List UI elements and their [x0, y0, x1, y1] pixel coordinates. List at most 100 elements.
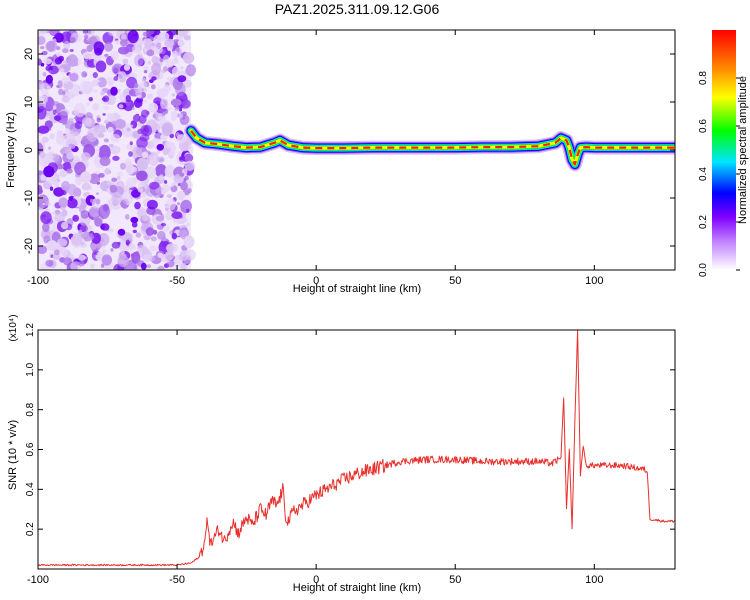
noise-speckle [58, 88, 64, 96]
noise-speckle [166, 198, 176, 211]
noise-speckle [139, 81, 148, 89]
noise-speckle [86, 128, 98, 142]
noise-speckle [123, 64, 131, 71]
noise-speckle [135, 97, 144, 103]
colorbar-tick-label: 0.4 [698, 167, 709, 181]
snr-series [38, 330, 675, 567]
noise-speckle [94, 48, 103, 56]
noise-speckle [77, 261, 85, 267]
noise-speckle [72, 214, 80, 222]
noise-speckle [139, 106, 144, 112]
noise-speckle [64, 148, 73, 156]
noise-speckle [161, 122, 173, 136]
noise-speckle [60, 31, 73, 44]
noise-speckle [146, 30, 155, 35]
noise-speckle [170, 110, 178, 120]
noise-speckle [122, 58, 129, 65]
y-tick-label: -10 [23, 190, 35, 206]
noise-speckle [74, 61, 79, 67]
noise-speckle [45, 74, 54, 84]
noise-speckle [161, 189, 166, 195]
noise-speckle [157, 265, 165, 270]
noise-speckle [182, 52, 195, 64]
noise-speckle [137, 244, 147, 252]
noise-speckle [109, 145, 121, 155]
snr-panel: -100 -50 0 50 100 0.2 0.4 0.6 0.8 1.0 1.2 Height … [7, 314, 676, 594]
noise-speckle [38, 58, 42, 66]
noise-speckle [141, 151, 149, 158]
noise-speckle [155, 164, 167, 178]
noise-speckle [134, 201, 141, 210]
snr-scale-label: (x10⁴) [8, 314, 19, 341]
noise-speckle [125, 177, 136, 189]
noise-speckle [102, 95, 110, 103]
noise-speckle [166, 194, 172, 199]
noise-speckle [89, 263, 95, 269]
noise-speckle [90, 198, 93, 203]
noise-speckle [40, 82, 50, 95]
noise-speckle [120, 200, 127, 208]
noise-speckle [56, 163, 64, 170]
noise-speckle [118, 104, 124, 109]
noise-speckle [159, 158, 164, 162]
noise-speckle [47, 177, 58, 185]
noise-speckle [61, 221, 69, 230]
colorbar-tick-label: 0.2 [698, 215, 709, 229]
noise-speckle [105, 77, 116, 84]
noise-speckle [151, 84, 156, 90]
frequency-ridge [184, 123, 675, 172]
noise-speckle [54, 213, 65, 222]
noise-speckle [42, 202, 46, 205]
noise-speckle [171, 211, 183, 219]
noise-speckle [49, 133, 55, 140]
noise-speckle [75, 177, 82, 186]
noise-speckle [64, 91, 71, 97]
noise-speckle [186, 222, 190, 227]
noise-speckle [167, 245, 174, 252]
noise-speckles [38, 30, 196, 270]
noise-speckle [67, 183, 77, 196]
noise-speckle [45, 112, 50, 116]
x-tick-label: -50 [169, 275, 185, 287]
noise-speckle [45, 259, 54, 267]
noise-speckle [186, 208, 190, 213]
noise-speckle [43, 165, 55, 178]
noise-speckle [97, 82, 102, 85]
noise-speckle [167, 47, 172, 51]
noise-speckle [177, 190, 186, 201]
noise-speckle [144, 40, 153, 50]
noise-speckle [179, 172, 185, 177]
noise-speckle [148, 256, 155, 262]
noise-speckle [85, 102, 91, 107]
noise-speckle [40, 174, 47, 182]
noise-speckle [45, 40, 58, 53]
noise-speckle [74, 116, 78, 120]
noise-speckle [125, 214, 130, 220]
noise-speckle [55, 133, 65, 145]
noise-speckle [100, 263, 105, 268]
y-tick-label: 0.8 [25, 402, 36, 416]
noise-speckle [163, 108, 167, 112]
noise-speckle [54, 182, 60, 188]
noise-speckle [53, 249, 60, 256]
noise-speckle [93, 89, 98, 93]
noise-speckle [163, 66, 168, 72]
noise-speckle [117, 255, 129, 268]
noise-speckle [165, 207, 169, 212]
noise-speckle [178, 112, 184, 119]
ridge-peak [190, 130, 675, 166]
noise-speckle [45, 201, 51, 207]
noise-speckle [171, 232, 177, 240]
noise-speckle [110, 86, 118, 96]
noise-speckle [177, 39, 185, 47]
noise-speckle [57, 189, 61, 193]
noise-speckle [125, 164, 135, 175]
noise-speckle [38, 125, 50, 134]
y-tick-label: 0 [23, 147, 35, 153]
x-tick-label: 100 [585, 275, 603, 287]
noise-speckle [81, 182, 91, 191]
noise-speckle [132, 45, 141, 54]
noise-speckle [140, 124, 150, 136]
noise-speckle [146, 49, 155, 57]
noise-speckle [131, 221, 138, 228]
